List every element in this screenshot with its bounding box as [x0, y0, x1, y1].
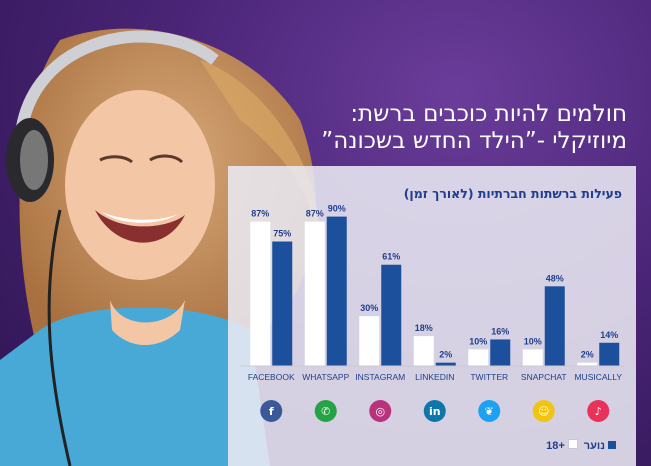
value-label-instagram-teens: 61%	[382, 252, 400, 262]
whatsapp-icon	[314, 400, 337, 422]
bar-twitter-teens	[490, 339, 511, 366]
legend-swatch-adults	[567, 439, 578, 449]
legend-swatch-teens	[608, 440, 616, 449]
value-label-facebook-adults: 87%	[251, 209, 269, 219]
bar-snapchat-teens	[544, 286, 565, 366]
snapchat-icon	[532, 400, 555, 422]
facebook-icon-glyph: f	[269, 405, 274, 418]
bar-chart: 87% 75% FACEBOOK f 87% 90% WHATSAPP ✆ 30% 61% INST…	[240, 204, 624, 422]
category-label-twitter: TWITTER	[470, 372, 508, 382]
value-label-whatsapp-adults: 87%	[306, 209, 324, 219]
bar-musically-adults	[577, 362, 598, 366]
linkedin-icon	[423, 400, 446, 422]
headline-line-1: חולמים להיות כוכבים ברשת:	[350, 101, 627, 127]
musically-icon-glyph: ♪	[595, 405, 602, 418]
value-label-snapchat-teens: 48%	[546, 273, 564, 283]
legend: נוער +18	[546, 439, 616, 452]
category-label-snapchat: SNAPCHAT	[521, 372, 567, 382]
value-label-linkedin-teens: 2%	[439, 350, 452, 360]
twitter-icon-glyph: ❦	[485, 405, 494, 418]
legend-item-adults: +18	[546, 439, 578, 452]
bar-instagram-adults	[359, 316, 380, 366]
bar-facebook-adults	[250, 221, 271, 366]
value-label-snapchat-adults: 10%	[524, 336, 542, 346]
value-label-facebook-teens: 75%	[273, 229, 291, 239]
headline-line-2: מיוזיקלי -”הילד החדש בשכונה”	[321, 128, 627, 154]
value-label-instagram-adults: 30%	[360, 303, 378, 313]
value-label-musically-teens: 14%	[600, 330, 618, 340]
value-label-twitter-teens: 16%	[491, 326, 509, 336]
bar-linkedin-teens	[435, 362, 456, 366]
chart-title: פעילות ברשתות חברתיות (לאורך זמן)	[403, 186, 622, 201]
legend-item-teens: נוער	[584, 440, 616, 452]
legend-label-teens: נוער	[583, 439, 605, 452]
bar-musically-teens	[599, 342, 620, 366]
category-label-linkedin: LINKEDIN	[415, 372, 454, 382]
bar-twitter-adults	[468, 349, 489, 366]
twitter-icon	[478, 400, 501, 422]
legend-label-adults: +18	[546, 440, 565, 452]
category-label-instagram: INSTAGRAM	[355, 372, 405, 382]
bar-linkedin-adults	[413, 336, 434, 366]
bar-whatsapp-teens	[326, 216, 347, 366]
bar-facebook-teens	[272, 241, 293, 366]
instagram-icon-glyph: ◎	[375, 405, 385, 418]
musically-icon	[587, 400, 610, 422]
linkedin-icon-glyph: in	[429, 405, 441, 418]
snapchat-icon-glyph: ☺	[538, 405, 549, 418]
value-label-linkedin-adults: 18%	[415, 323, 433, 333]
bar-instagram-teens	[381, 264, 402, 366]
bar-whatsapp-adults	[304, 221, 325, 366]
category-label-musically: MUSICALLY	[574, 372, 622, 382]
chart-panel: 87% 75% FACEBOOK f 87% 90% WHATSAPP ✆ 30% 61% INST…	[228, 166, 636, 466]
value-label-twitter-adults: 10%	[469, 336, 487, 346]
category-label-facebook: FACEBOOK	[248, 372, 295, 382]
bar-snapchat-adults	[522, 349, 543, 366]
girl-with-headphones-photo	[0, 28, 320, 466]
value-label-whatsapp-teens: 90%	[328, 204, 346, 214]
whatsapp-icon-glyph: ✆	[321, 405, 330, 418]
instagram-icon	[369, 400, 392, 422]
category-label-whatsapp: WHATSAPP	[302, 372, 349, 382]
facebook-icon	[260, 400, 283, 422]
value-label-musically-adults: 2%	[581, 350, 594, 360]
